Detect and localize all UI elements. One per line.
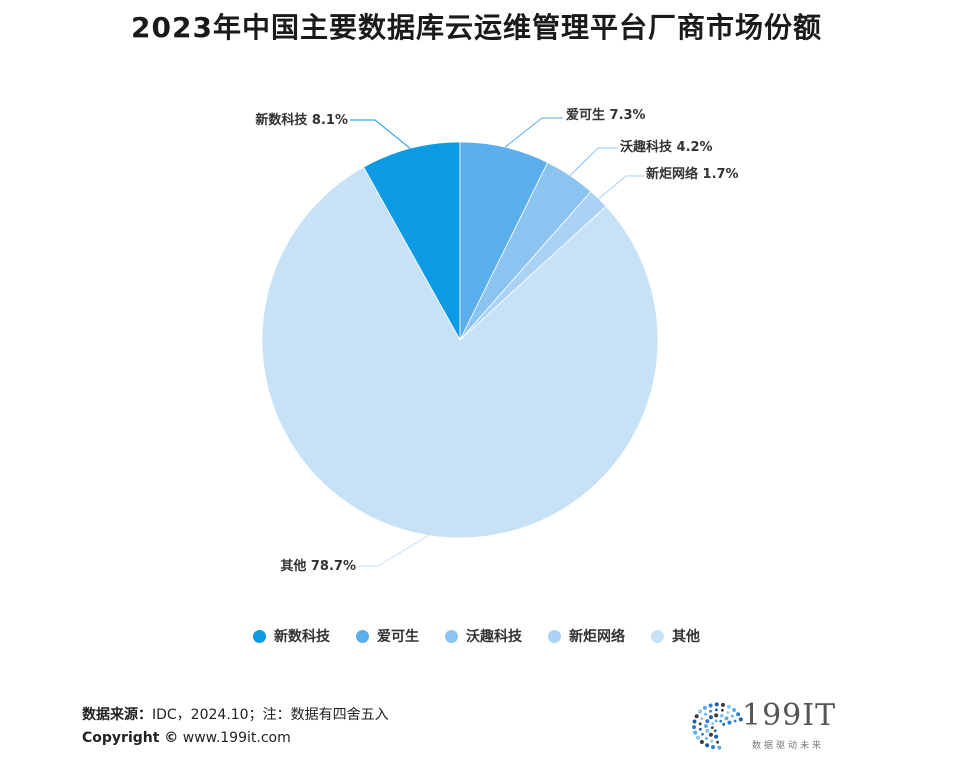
chart-legend: 新数科技 爱可生 沃趣科技 新炬网络 其他 [0,626,953,646]
data-label-1: 爱可生 7.3% [566,107,646,123]
data-label-2: 沃趣科技 4.2% [620,139,713,155]
pie-slice-0 [362,141,461,342]
pie-slice-4 [261,166,659,539]
legend-swatch-2 [445,629,458,643]
legend-swatch-3 [548,629,561,643]
legend-item-3: 新炬网络 [548,626,625,646]
data-label-4: 其他 78.7% [280,558,356,574]
legend-label-3: 新炬网络 [569,629,625,645]
legend-swatch-1 [356,629,369,643]
copyright-url: www.199it.com [178,730,291,746]
copyright: Copyright © www.199it.com [82,730,291,746]
legend-item-4: 其他 [651,626,700,646]
source-label: 数据来源： [82,707,152,723]
legend-item-1: 爱可生 [356,626,419,646]
legend-item-0: 新数科技 [253,626,330,646]
leader-line-4 [358,535,429,567]
legend-item-2: 沃趣科技 [445,626,522,646]
legend-swatch-4 [651,629,664,643]
logo-subtitle: 数据驱动未来 [752,741,825,751]
copyright-label: Copyright © [82,730,179,746]
legend-swatch-0 [253,629,266,643]
legend-label-4: 其他 [672,629,700,645]
leader-line-0 [350,119,411,149]
chart-title: 2023年中国主要数据库云运维管理平台厂商市场份额 [131,11,822,44]
199it-logo: 199IT 数据驱动未来 [690,696,860,756]
leader-line-2 [569,147,618,176]
data-label-0: 新数科技 8.1% [255,112,348,128]
leader-line-3 [598,175,644,200]
logo-text: 199IT [742,698,837,733]
legend-label-0: 新数科技 [274,629,330,645]
leader-line-1 [504,117,563,148]
source-text: IDC，2024.10；注：数据有四舍五入 [152,707,389,723]
data-source: 数据来源：IDC，2024.10；注：数据有四舍五入 [82,704,389,724]
legend-label-1: 爱可生 [377,629,419,645]
data-label-3: 新炬网络 1.7% [646,166,739,182]
legend-label-2: 沃趣科技 [466,629,522,645]
pie-chart: 新数科技 8.1% 爱可生 7.3% 沃趣科技 4.2% 新炬网络 1.7% 其他 78… [255,107,739,574]
logo-dots-icon [692,702,743,750]
